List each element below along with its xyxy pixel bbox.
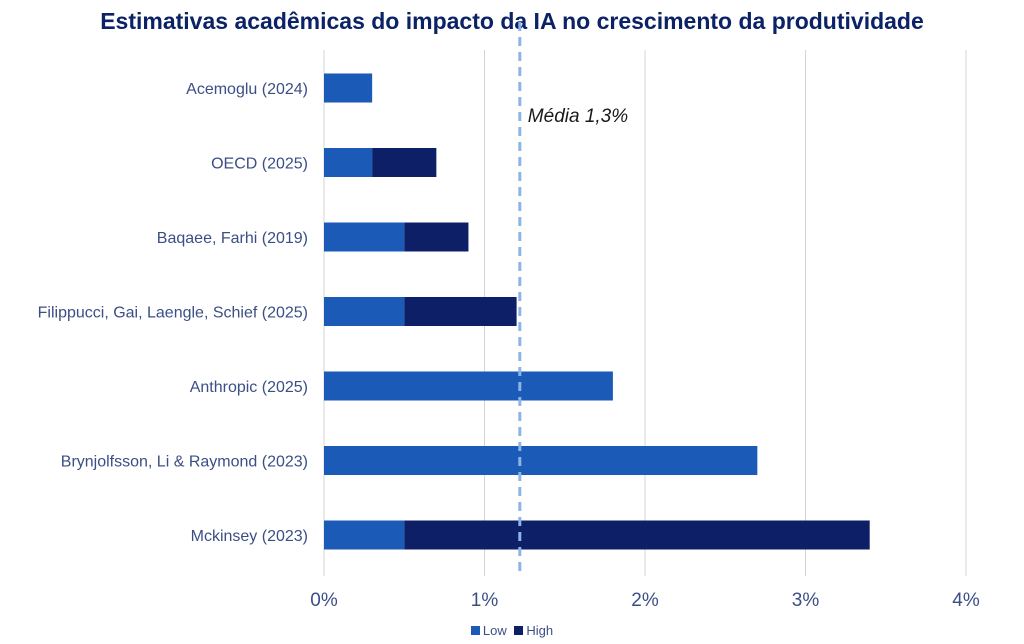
category-label: Baqaee, Farhi (2019) (157, 230, 308, 247)
category-label: OECD (2025) (211, 156, 308, 173)
category-label: Filippucci, Gai, Laengle, Schief (2025) (38, 305, 308, 322)
bar-low (324, 446, 758, 475)
bar-high (404, 222, 469, 252)
x-tick-label: 3% (792, 590, 820, 611)
chart-title: Estimativas acadêmicas do impacto da IA … (100, 8, 924, 34)
legend-swatch-low (470, 626, 480, 635)
x-tick-label: 0% (310, 590, 338, 611)
bar-high (404, 297, 517, 326)
bar-high (404, 520, 870, 550)
legend-item-low: Low (470, 623, 507, 638)
x-tick-label: 2% (631, 590, 659, 611)
chart-legend: Low High (0, 623, 1024, 638)
legend-label-high: High (526, 623, 554, 638)
category-label: Brynjolfsson, Li & Raymond (2023) (61, 454, 308, 471)
category-label: Acemoglu (2024) (186, 81, 308, 98)
x-tick-label: 4% (952, 590, 980, 611)
bar-high (372, 148, 437, 177)
bar-low (324, 297, 405, 326)
bar-low (324, 73, 373, 103)
bar-low (324, 520, 405, 550)
legend-item-high: High (514, 623, 553, 638)
bars (324, 73, 870, 550)
bar-low (324, 148, 373, 177)
bar-low (324, 371, 613, 401)
category-label: Anthropic (2025) (190, 379, 308, 396)
x-tick-label: 1% (471, 590, 499, 611)
category-label: Mckinsey (2023) (191, 528, 308, 545)
labels: 0% 1% 2% 3% 4% Acemoglu (2024) OECD (2025) Baqa… (38, 81, 980, 611)
legend-label-low: Low (482, 623, 507, 638)
bar-chart: 0% 1% 2% 3% 4% Acemoglu (2024) OECD (2025) Baqa… (38, 22, 980, 611)
bar-low (324, 222, 405, 252)
legend-swatch-high (514, 626, 524, 635)
average-annotation: Média 1,3% (528, 106, 628, 127)
